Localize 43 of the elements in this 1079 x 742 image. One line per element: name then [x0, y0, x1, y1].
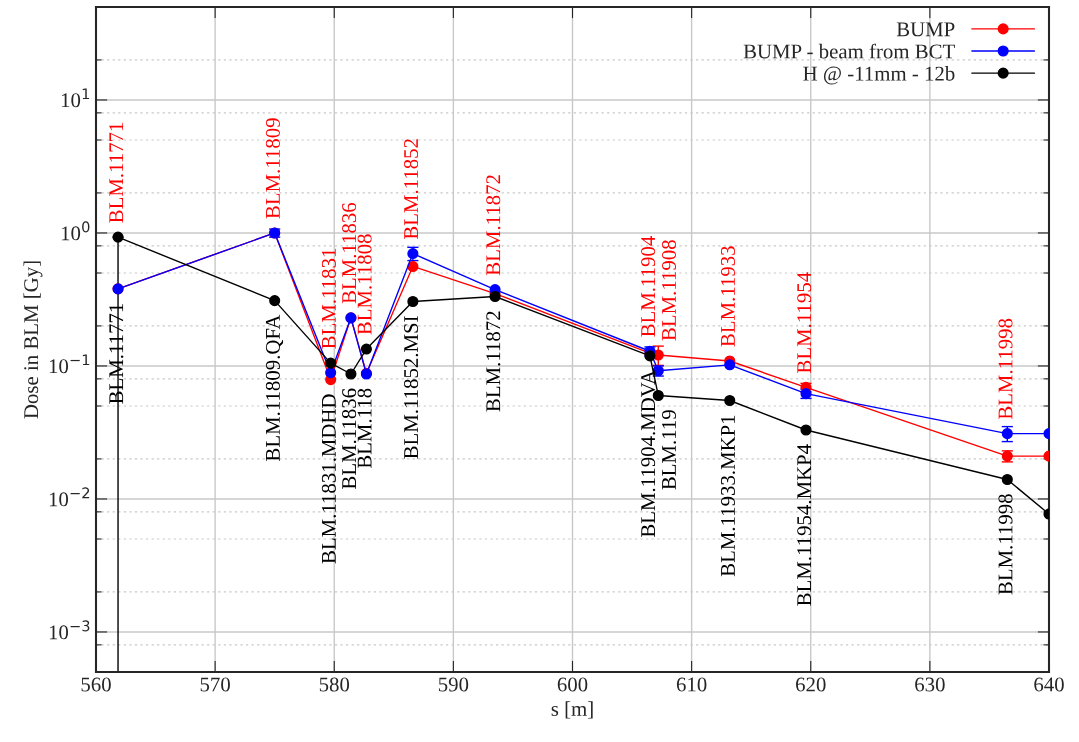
annotation: BLM.11836: [342, 202, 357, 304]
annotation: BLM.11908: [661, 240, 677, 341]
annotation: BLM.11998: [998, 494, 1013, 595]
y-tick-label: 10$^{−1}$: [49, 354, 90, 374]
annotation: BLM.11852: [404, 139, 419, 240]
x-tick-label: 640: [1034, 677, 1064, 692]
annotation: BLM.11998: [998, 318, 1013, 420]
annotation: BLM.11933.MKP1: [720, 415, 736, 577]
y-tick-label: 10$^{0}$: [61, 221, 90, 241]
y-tick-label: 10$^{−3}$: [49, 620, 90, 640]
annotation: BLM.11808: [357, 234, 372, 335]
x-tick-label: 620: [796, 677, 826, 692]
annotation: BLM.11904: [641, 236, 656, 337]
annotation: BLM.11954: [797, 272, 812, 373]
legend-label: H @ -11mm - 12b: [803, 66, 955, 85]
annotation: BLM.11904.MDVA: [641, 369, 656, 538]
annotation: BLM.11809: [265, 118, 280, 219]
annotation: BLM.11771: [109, 303, 124, 404]
annotation: BLM.11872: [486, 311, 501, 412]
x-tick-label: 630: [915, 677, 945, 692]
annotation: BLM.11831: [321, 248, 336, 349]
x-tick-label: 610: [676, 677, 707, 692]
y-tick-label: 10$^{−2}$: [49, 487, 90, 507]
annotation: BLM.11933: [720, 246, 736, 347]
x-axis-title: s [m]: [551, 701, 593, 719]
x-tick-label: 570: [200, 677, 230, 692]
x-tick-label: 560: [81, 677, 111, 692]
annotation: BLM.118: [357, 388, 372, 469]
annotation: BLM.11771: [109, 122, 124, 223]
annotation: BLM.11831.MDHD: [321, 394, 336, 564]
x-tick-label: 580: [319, 677, 350, 692]
annotation: BLM.11852.MSI: [404, 316, 419, 459]
annotation: BLM.119: [661, 410, 677, 490]
annotation: BLM.11809.QFA: [265, 314, 284, 461]
annotation: BLM.11836: [342, 388, 357, 489]
annotation: BLM.11954.MKP4: [797, 444, 812, 606]
legend-label: BUMP - beam from BCT: [743, 43, 955, 59]
x-tick-label: 590: [438, 677, 469, 692]
annotation: BLM.11872: [486, 175, 501, 276]
y-tick-label: 10$^{1}$: [61, 88, 90, 108]
legend-label: BUMP: [896, 22, 955, 37]
x-tick-label: 600: [557, 677, 588, 692]
y-axis-title: Dose in BLM [Gy]: [23, 261, 43, 419]
